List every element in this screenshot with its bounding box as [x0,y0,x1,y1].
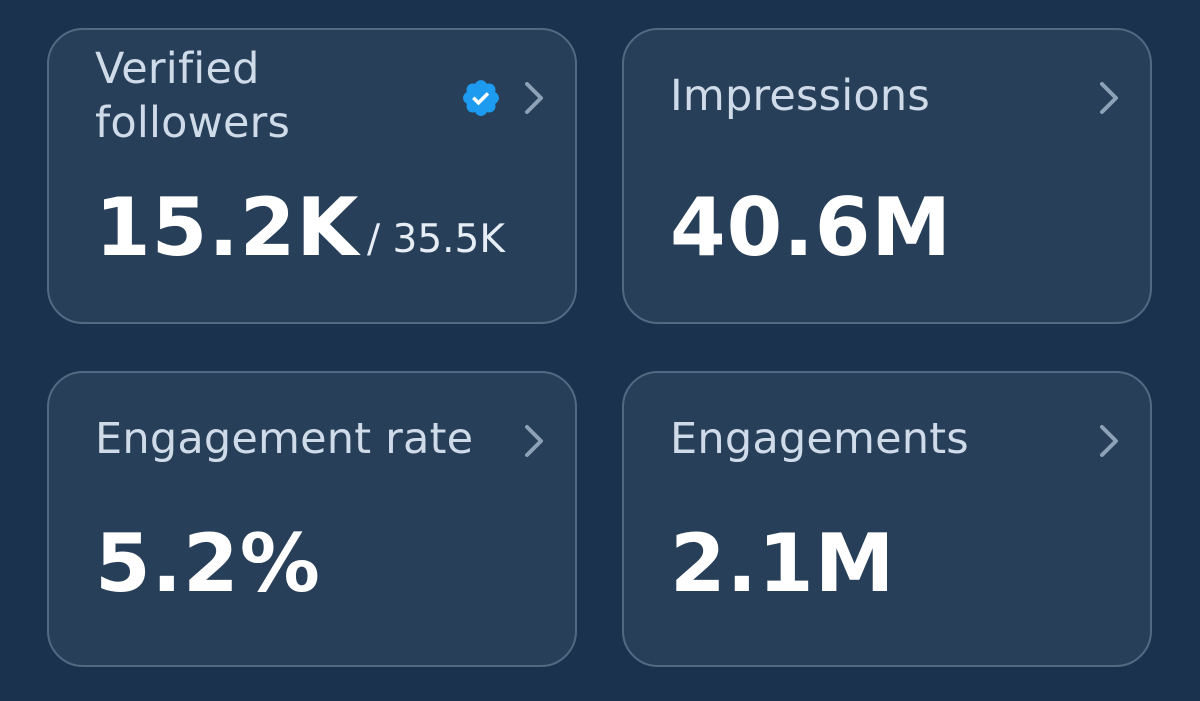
verified-followers-card[interactable]: Verified followers 15.2K / 35.5K [47,28,577,324]
chevron-right-icon[interactable] [1090,76,1130,120]
chevron-right-icon[interactable] [515,419,555,463]
impressions-card[interactable]: Impressions 40.6M [622,28,1152,324]
engagements-card[interactable]: Engagements 2.1M [622,371,1152,667]
card-value: 2.1M [670,517,896,610]
card-label: Verified followers [95,44,291,148]
verified-badge-icon [463,80,499,116]
card-value: 15.2K [95,181,360,274]
card-secondary-value: / 35.5K [367,217,505,262]
chevron-right-icon[interactable] [1090,419,1130,463]
card-label: Engagements [670,414,969,464]
engagement-rate-card[interactable]: Engagement rate 5.2% [47,371,577,667]
card-value: 5.2% [95,517,321,610]
card-label: Impressions [670,71,930,121]
card-value: 40.6M [670,181,952,274]
card-label: Engagement rate [95,414,474,464]
chevron-right-icon[interactable] [515,76,555,120]
